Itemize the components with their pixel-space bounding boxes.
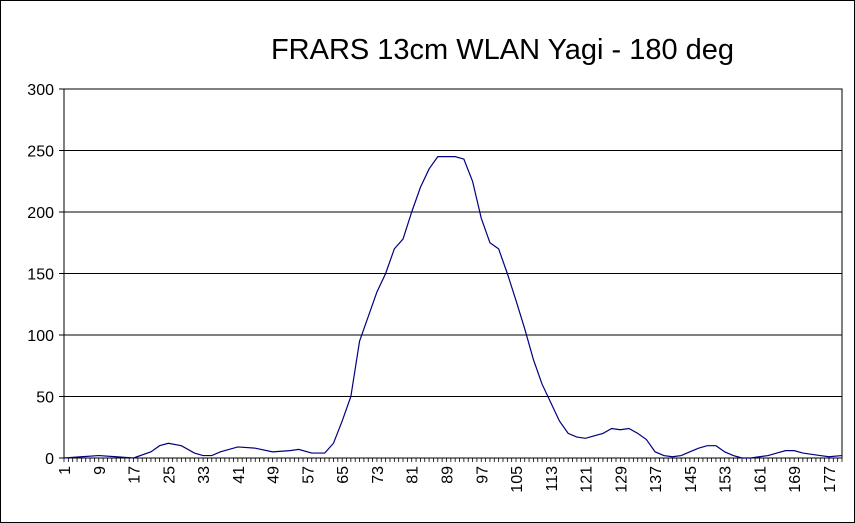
x-tick-label: 97 [474, 466, 491, 484]
chart-title: FRARS 13cm WLAN Yagi - 180 deg [270, 34, 735, 66]
x-tick-label: 1 [57, 466, 74, 475]
x-tick-label: 169 [787, 466, 804, 493]
x-tick-label: 161 [752, 466, 769, 493]
x-tick-label: 89 [439, 466, 456, 484]
x-tick-label: 145 [683, 466, 700, 493]
x-tick-label: 113 [544, 466, 561, 492]
x-tick-label: 121 [579, 466, 596, 493]
y-tick-label: 0 [45, 451, 54, 468]
x-tick-label: 105 [509, 466, 526, 493]
y-tick-label: 50 [36, 390, 54, 407]
x-tick-label: 49 [266, 466, 283, 484]
x-tick-label: 17 [127, 466, 144, 484]
x-tick-label: 9 [92, 466, 109, 475]
x-tick-label: 137 [648, 466, 665, 493]
x-tick-label: 33 [196, 466, 213, 484]
x-tick-label: 41 [231, 466, 248, 484]
x-tick-label: 177 [822, 466, 839, 493]
y-tick-label: 150 [27, 267, 54, 284]
series-line [63, 156, 843, 459]
x-tick-label: 129 [613, 466, 630, 493]
y-tick-label: 300 [27, 82, 54, 99]
y-tick-label: 250 [27, 144, 54, 161]
x-tick-label: 81 [405, 466, 422, 484]
x-tick-label: 153 [718, 466, 735, 493]
x-tick-label: 73 [370, 466, 387, 484]
x-tick-label: 57 [300, 466, 317, 484]
y-tick-label: 200 [27, 205, 54, 222]
x-tick-label: 65 [335, 466, 352, 484]
x-tick-label: 25 [161, 466, 178, 484]
y-tick-label: 100 [27, 328, 54, 345]
